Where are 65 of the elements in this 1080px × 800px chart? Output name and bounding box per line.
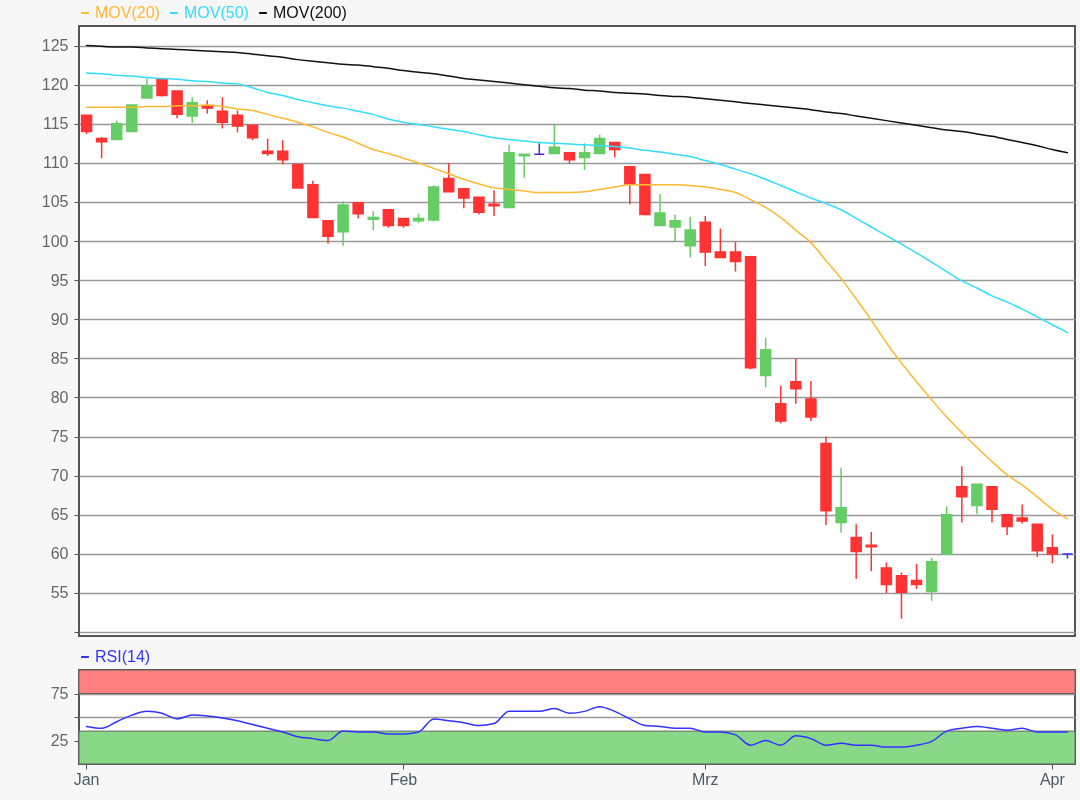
candlestick — [292, 163, 304, 189]
candlestick — [442, 162, 455, 193]
legend-label: MOV(20) — [95, 4, 160, 21]
candlestick — [367, 210, 380, 231]
y-tick-label: 80 — [50, 388, 69, 406]
candlestick — [865, 531, 878, 572]
line-series — [85, 72, 1069, 334]
candlestick — [231, 109, 244, 134]
x-tick-label: Jan — [73, 770, 100, 788]
y-tick-label: 65 — [50, 506, 69, 524]
candlestick — [216, 96, 229, 130]
y-tick-label: 120 — [41, 76, 69, 94]
candlestick — [986, 485, 998, 524]
y-tick-label: 75 — [50, 428, 69, 446]
candlestick — [880, 561, 893, 594]
y-tick-label: 115 — [42, 115, 69, 133]
y-tick-label: 85 — [50, 349, 69, 367]
line-series — [85, 44, 1069, 154]
y-tick-label: 95 — [50, 271, 69, 289]
y-tick-label: 105 — [41, 193, 69, 211]
candlestick — [322, 219, 334, 245]
candlestick — [895, 571, 908, 620]
candlestick — [956, 465, 968, 524]
x-tick-label: Apr — [1039, 770, 1066, 788]
candlestick — [578, 142, 591, 171]
candlestick — [548, 123, 561, 155]
candlestick — [110, 119, 123, 141]
candlestick — [171, 90, 183, 120]
y-tick-label: 25 — [50, 732, 69, 749]
y-tick-label: 55 — [50, 584, 69, 602]
candlestick — [141, 77, 153, 99]
candlestick — [729, 241, 742, 273]
candlestick — [669, 213, 681, 242]
candlestick — [1046, 533, 1059, 565]
line-series — [85, 104, 1069, 520]
candlestick — [910, 563, 923, 590]
legend-label: MOV(200) — [273, 4, 347, 21]
candlestick — [276, 139, 289, 166]
candlestick — [458, 187, 470, 209]
candlestick — [805, 380, 817, 422]
y-tick-label: 100 — [41, 232, 69, 250]
x-tick-label: Feb — [389, 770, 418, 788]
candlestick — [790, 357, 802, 405]
candlestick — [488, 189, 500, 217]
y-tick-label: 90 — [50, 310, 69, 328]
y-tick-label: 110 — [42, 154, 69, 172]
candlestick — [518, 153, 530, 179]
candlestick — [774, 384, 787, 425]
candlestick — [654, 193, 666, 227]
candlestick — [624, 166, 636, 206]
candlestick — [835, 467, 847, 534]
y-tick-label: 75 — [50, 685, 69, 702]
candlestick — [1001, 514, 1013, 536]
candlestick — [1016, 503, 1028, 525]
x-tick-label: Mrz — [691, 770, 719, 788]
y-tick-label: 70 — [50, 467, 69, 485]
candlestick — [850, 523, 862, 580]
line-series — [85, 705, 1069, 748]
legend-label: MOV(50) — [184, 4, 249, 21]
legend-label: RSI(14) — [95, 648, 151, 665]
candlestick — [971, 483, 983, 515]
candlestick — [714, 227, 727, 259]
y-tick-label: 125 — [41, 37, 69, 55]
y-tick-label: 60 — [50, 545, 69, 563]
candlestick — [684, 216, 696, 259]
